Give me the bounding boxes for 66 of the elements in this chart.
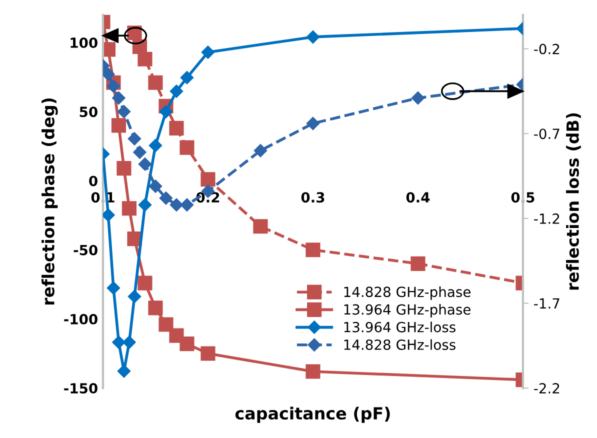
point [306, 242, 320, 258]
point [138, 198, 152, 212]
y-tick-label: 0 [89, 176, 98, 186]
point [111, 118, 126, 133]
point [138, 52, 152, 66]
legend-label: 13.964 GHz-phase [344, 304, 470, 318]
legend-label: 14.828 GHz-loss [344, 339, 456, 350]
point [112, 91, 126, 105]
point [180, 336, 194, 352]
y-axis-title: reflection phase (deg) [42, 98, 58, 305]
point [411, 91, 425, 105]
point [106, 80, 120, 93]
point [180, 198, 194, 212]
point [200, 346, 216, 361]
point [122, 201, 137, 216]
point [148, 75, 163, 90]
point [180, 140, 194, 155]
y-tick-label: 50 [80, 106, 98, 118]
y2-tick-label: -1.7 [534, 298, 560, 309]
point [200, 172, 216, 187]
point [254, 144, 268, 158]
y2-tick-label: -0.2 [534, 44, 560, 54]
point [117, 364, 131, 378]
point [112, 336, 126, 349]
point [148, 180, 162, 193]
point [102, 42, 116, 57]
point [133, 146, 146, 159]
x-axis-title: capacitance (pF) [235, 406, 390, 423]
legend-label: 13.964 GHz-loss [344, 322, 456, 332]
point [128, 290, 142, 304]
y-tick-label: -50 [74, 244, 98, 256]
point [201, 46, 215, 59]
point [138, 276, 152, 290]
x-tick-label: 0.3 [301, 192, 324, 203]
point [253, 219, 268, 234]
point [170, 84, 184, 98]
point [158, 317, 174, 332]
point [170, 198, 184, 212]
point [102, 68, 115, 81]
point [159, 104, 173, 118]
y-tick-label: 100 [70, 38, 98, 48]
point [159, 192, 173, 205]
point [169, 120, 184, 136]
x-tick-label: 0.4 [406, 192, 430, 203]
point [180, 71, 194, 84]
point [306, 30, 320, 44]
point [122, 336, 136, 349]
legend-label: 14.828 GHz-phase [344, 286, 470, 300]
point [148, 300, 163, 316]
point [128, 132, 142, 146]
y-tick-label: -150 [64, 383, 98, 394]
point [148, 138, 162, 152]
point [116, 161, 132, 176]
y2-axis-title: reflection loss (dB) [566, 113, 581, 290]
point [106, 281, 120, 295]
point [117, 104, 131, 118]
y2-tick-label: -2.2 [534, 383, 560, 394]
point [306, 116, 320, 130]
y2-tick-label: -0.7 [534, 128, 560, 140]
point [306, 364, 320, 379]
point [410, 256, 426, 271]
point [102, 208, 115, 222]
point [138, 158, 152, 171]
x-tick-label: 0.5 [511, 192, 534, 203]
y-tick-label: -100 [64, 314, 98, 324]
y2-tick-label: -1.2 [534, 213, 560, 224]
